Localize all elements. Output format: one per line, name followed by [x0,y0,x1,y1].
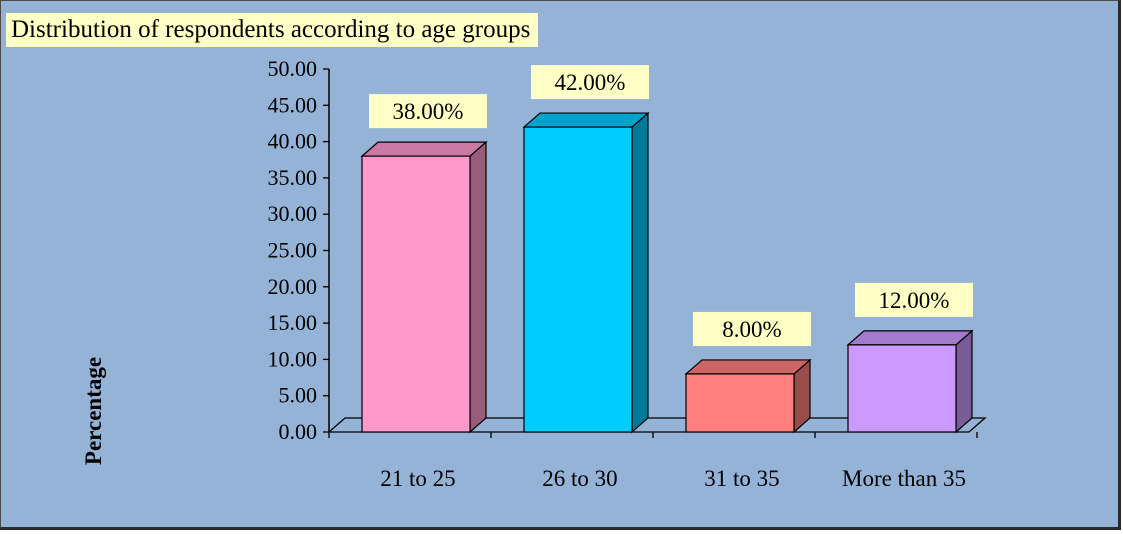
bar-top [846,330,974,346]
y-tick-label: 35.00 [268,165,318,190]
data-label: 38.00% [393,99,464,124]
y-tick-label: 40.00 [268,129,318,154]
bar [523,126,633,433]
data-label-box [369,94,487,129]
bar [685,373,795,433]
bar-top [684,359,812,375]
y-tick-label: 5.00 [279,383,318,408]
y-tick-label: 0.00 [279,419,318,444]
bar [361,155,471,433]
bar-side [955,329,973,434]
data-label-box [531,65,649,100]
y-tick-label: 30.00 [268,201,318,226]
data-label: 8.00% [722,317,781,342]
y-tick-label: 50.00 [268,56,318,81]
data-label-box [693,311,811,346]
bar [847,344,957,433]
bar-side [469,140,487,434]
y-tick-label: 20.00 [268,274,318,299]
data-label: 42.00% [555,70,626,95]
y-tick-label: 45.00 [268,92,318,117]
x-category-label: More than 35 [842,466,966,491]
x-category-label: 21 to 25 [380,466,455,491]
data-label: 12.00% [879,288,950,313]
bar-top [360,141,488,157]
y-tick-label: 15.00 [268,310,318,335]
bar-side [631,111,649,434]
x-category-label: 26 to 30 [542,466,617,491]
x-category-label: 31 to 35 [704,466,779,491]
bar-top [522,112,650,128]
chart-title: Distribution of respondents according to… [6,13,539,47]
plot-area: 0.00 5.00 10.00 15.00 20.00 25.00 30.00 35.00 40… [268,56,987,491]
data-label-box [855,282,973,317]
y-tick-label: 25.00 [268,238,318,263]
y-tick-label: 10.00 [268,346,318,371]
